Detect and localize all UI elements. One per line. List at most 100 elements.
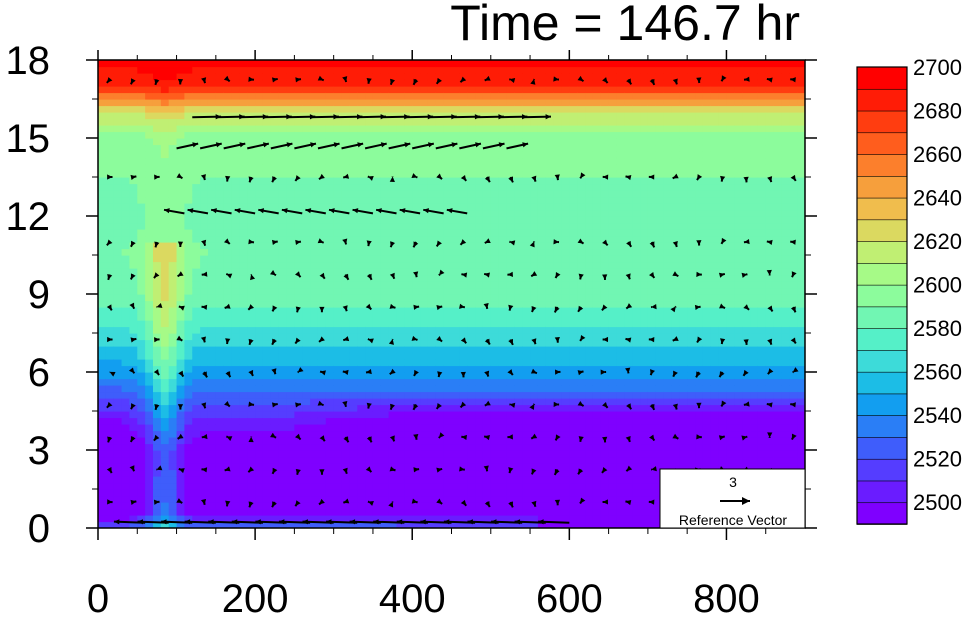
field-cell (247, 411, 256, 419)
field-cell (553, 476, 563, 484)
field-cell (530, 216, 539, 224)
field-cell (152, 60, 162, 68)
field-cell (545, 443, 555, 451)
field-cell (624, 261, 633, 269)
field-cell (569, 183, 578, 191)
field-cell (168, 346, 178, 354)
field-cell (137, 456, 146, 464)
field-cell (215, 359, 225, 367)
field-cell (286, 287, 295, 295)
field-cell (223, 92, 233, 100)
field-cell (294, 203, 303, 211)
field-cell (200, 365, 209, 373)
field-cell (294, 346, 303, 354)
field-cell (616, 248, 625, 256)
field-cell (207, 203, 217, 211)
field-cell (506, 274, 515, 282)
field-cell (632, 79, 641, 87)
field-cell (121, 60, 131, 68)
field-cell (545, 229, 555, 237)
field-cell (482, 170, 492, 178)
field-cell (357, 105, 366, 113)
field-cell (160, 164, 170, 172)
field-cell (325, 261, 335, 269)
field-cell (561, 125, 570, 133)
field-cell (152, 333, 162, 341)
field-cell (475, 177, 484, 185)
field-cell (121, 378, 131, 386)
field-cell (459, 463, 468, 471)
field-cell (522, 261, 531, 269)
field-cell (325, 391, 335, 399)
field-cell (592, 203, 602, 211)
field-cell (129, 320, 138, 328)
field-cell (530, 385, 539, 393)
field-cell (270, 60, 280, 68)
field-cell (577, 508, 586, 516)
field-cell (278, 333, 288, 341)
field-cell (278, 294, 288, 302)
field-cell (302, 482, 311, 490)
field-cell (475, 372, 484, 380)
field-cell (98, 229, 107, 237)
field-cell (192, 313, 201, 321)
field-cell (522, 105, 531, 113)
field-cell (105, 190, 115, 198)
field-cell (310, 385, 319, 393)
field-cell (270, 73, 280, 81)
field-cell (145, 424, 154, 432)
field-cell (129, 164, 138, 172)
field-cell (396, 170, 405, 178)
field-cell (498, 508, 508, 516)
field-cell (561, 326, 570, 334)
field-cell (145, 92, 154, 100)
field-cell (168, 131, 178, 139)
field-cell (624, 138, 633, 146)
field-cell (184, 164, 193, 172)
field-cell (451, 339, 460, 347)
field-cell (459, 443, 468, 451)
field-cell (215, 339, 225, 347)
field-cell (105, 170, 115, 178)
field-cell (310, 196, 319, 204)
field-cell (270, 339, 280, 347)
field-cell (200, 411, 209, 419)
field-cell (585, 489, 594, 497)
field-cell (427, 300, 437, 308)
field-cell (592, 216, 602, 224)
field-cell (192, 92, 201, 100)
field-cell (451, 482, 460, 490)
field-cell (262, 248, 272, 256)
field-cell (349, 437, 358, 445)
field-cell (553, 346, 563, 354)
field-cell (632, 489, 641, 497)
field-cell (349, 177, 358, 185)
field-cell (600, 125, 610, 133)
field-cell (286, 313, 295, 321)
field-cell (490, 203, 500, 211)
field-cell (451, 411, 460, 419)
field-cell (396, 313, 405, 321)
field-cell (498, 183, 508, 191)
field-cell (286, 92, 295, 100)
field-cell (145, 105, 154, 113)
field-cell (341, 346, 350, 354)
field-cell (184, 73, 193, 81)
field-cell (490, 294, 500, 302)
field-cell (129, 502, 138, 510)
field-cell (137, 209, 146, 217)
field-cell (467, 138, 476, 146)
field-cell (168, 151, 178, 159)
field-cell (341, 450, 350, 458)
field-cell (632, 430, 641, 438)
field-cell (396, 248, 405, 256)
field-cell (482, 125, 492, 133)
field-cell (616, 281, 625, 289)
field-cell (357, 66, 366, 74)
field-cell (341, 170, 350, 178)
field-cell (561, 222, 570, 230)
field-cell (105, 502, 115, 510)
field-cell (600, 281, 610, 289)
field-cell (632, 372, 641, 380)
field-cell (262, 411, 272, 419)
